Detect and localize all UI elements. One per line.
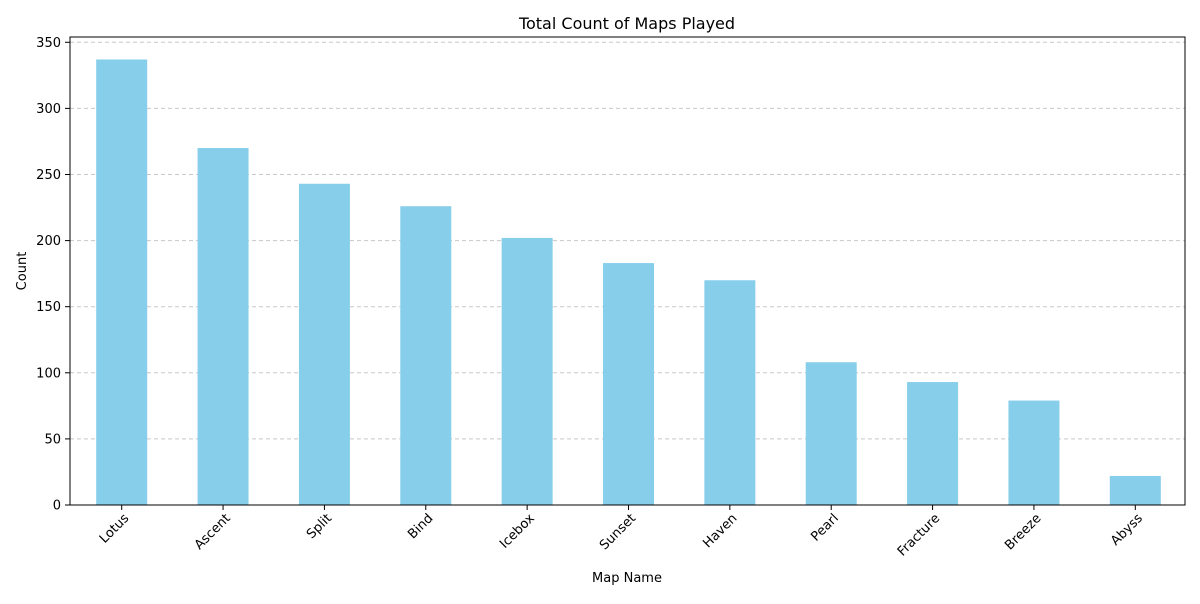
bar-ascent [197,148,249,505]
bar-breeze [1008,400,1060,505]
x-axis-label: Map Name [592,571,662,586]
x-tick-label: Abyss [1108,511,1146,549]
y-tick-label: 300 [36,102,61,117]
y-tick-label: 50 [44,432,61,447]
x-tick-label: Bind [405,511,436,542]
x-tick-label: Sunset [597,511,639,553]
bars [96,59,1161,505]
y-tick-label: 150 [36,300,61,315]
y-tick-label: 350 [36,36,61,51]
x-tick-label: Ascent [192,511,234,553]
bar-lotus [96,59,148,505]
bar-bind [400,206,452,505]
bar-abyss [1109,475,1161,505]
bar-split [298,183,350,505]
y-tick-label: 100 [36,366,61,381]
x-tick-label: Icebox [497,511,538,552]
y-tick-label: 250 [36,168,61,183]
x-axis: Lotus Ascent Split Bind Icebox Sunset Haven Pea… [97,505,1146,559]
x-tick-label: Breeze [1002,511,1044,553]
y-tick-label: 0 [53,499,61,514]
bar-pearl [805,362,857,505]
chart-title: Total Count of Maps Played [518,14,735,33]
y-axis: 0 50 100 150 200 250 300 350 [36,36,70,514]
bar-sunset [603,263,654,505]
bar-icebox [501,237,553,505]
gridlines [70,41,1185,440]
x-tick-label: Lotus [97,511,133,547]
plot-frame [69,36,1186,506]
x-tick-label: Split [304,511,335,542]
y-tick-label: 200 [36,234,61,249]
bar-haven [704,280,756,505]
bar-fracture [907,382,959,505]
x-tick-label: Fracture [895,511,943,559]
x-tick-label: Haven [700,511,740,551]
x-tick-label: Pearl [808,511,841,544]
y-axis-label: Count [15,252,30,291]
